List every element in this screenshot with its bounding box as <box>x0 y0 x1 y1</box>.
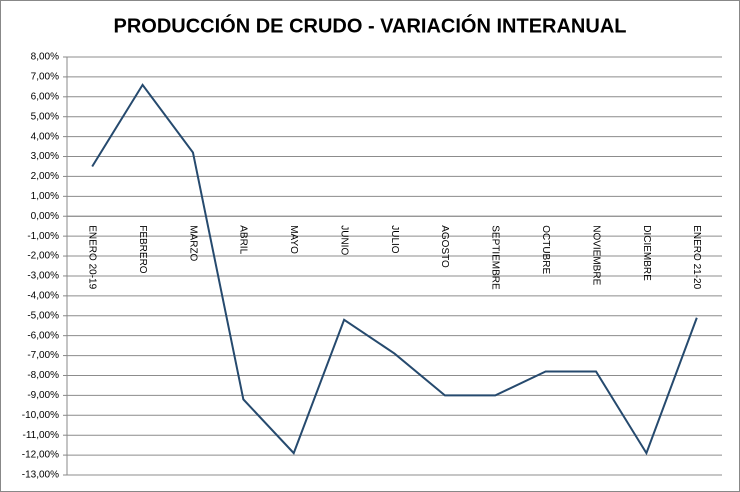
y-tick-label: -6,00% <box>27 330 59 341</box>
y-tick-label: 3,00% <box>31 151 59 162</box>
y-tick-label: -1,00% <box>27 231 59 242</box>
y-tick-label: 8,00% <box>31 52 59 63</box>
x-tick-label: OCTUBRE <box>540 225 551 274</box>
x-tick-label: JUNIO <box>338 225 349 255</box>
y-tick-label: -2,00% <box>27 251 59 262</box>
y-tick-label: -12,00% <box>22 450 59 461</box>
data-line <box>91 83 698 456</box>
y-tick-label: -11,00% <box>22 430 59 441</box>
y-tick-label: 7,00% <box>31 72 59 83</box>
x-tick-label: FEBRERO <box>137 225 148 274</box>
y-tick-label: -13,00% <box>22 470 59 481</box>
y-tick-label: -7,00% <box>27 350 59 361</box>
y-tick-label: 6,00% <box>31 91 59 102</box>
x-tick-label: SEPTIEMBRE <box>490 225 501 290</box>
y-tick-label: 0,00% <box>31 211 59 222</box>
y-tick-label: 5,00% <box>31 111 59 122</box>
x-tick-label: AGOSTO <box>439 225 450 268</box>
y-tick-label: -5,00% <box>27 310 59 321</box>
y-tick-label: -8,00% <box>27 370 59 381</box>
x-tick-label: DICIEMBRE <box>641 225 652 281</box>
y-tick-label: -9,00% <box>27 390 59 401</box>
x-tick-label: ABRIL <box>238 225 249 254</box>
x-tick-label: MARZO <box>187 225 198 261</box>
x-tick-label: ENERO 20-19 <box>87 225 98 289</box>
x-tick-label: NOVIEMBRE <box>590 225 601 285</box>
y-tick-label: 2,00% <box>31 171 59 182</box>
x-tick-label: MAYO <box>288 225 299 254</box>
y-tick-label: -3,00% <box>27 271 59 282</box>
x-tick-label: ENERO 21-20 <box>691 225 702 289</box>
y-tick-label: 4,00% <box>31 131 59 142</box>
y-tick-label: -10,00% <box>22 410 59 421</box>
x-tick-label: JULIO <box>389 225 400 254</box>
y-tick-label: 1,00% <box>31 191 59 202</box>
chart-title: PRODUCCIÓN DE CRUDO - VARIACIÓN INTERANU… <box>114 13 627 37</box>
y-tick-label: -4,00% <box>27 290 59 301</box>
